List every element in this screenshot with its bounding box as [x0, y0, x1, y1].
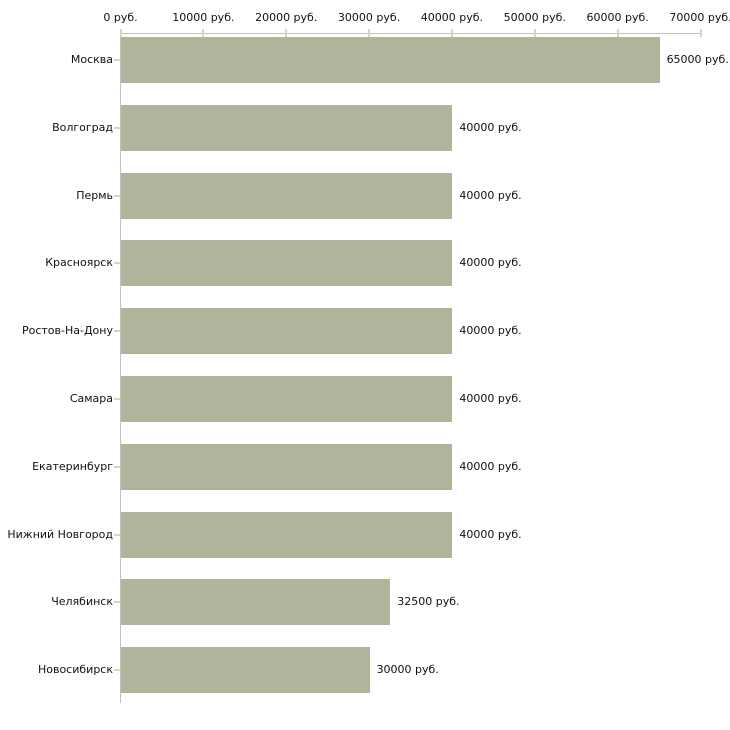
- y-axis-tick: [114, 669, 120, 672]
- x-axis-tick: [202, 29, 205, 37]
- bar-label: Самара: [69, 392, 113, 405]
- bar-value-label: 32500 руб.: [397, 595, 460, 609]
- y-axis-tick: [114, 262, 120, 265]
- x-axis-line: [120, 33, 701, 34]
- x-axis-label: 40000 руб.: [420, 11, 484, 24]
- bar: [121, 647, 370, 694]
- y-axis-tick: [114, 601, 120, 604]
- bar-value-label: 40000 руб.: [459, 392, 522, 405]
- bar-value-label: 40000 руб.: [459, 324, 522, 338]
- bar-value-label: 40000 руб.: [459, 188, 522, 202]
- y-axis-tick: [114, 330, 120, 333]
- x-axis-label: 70000 руб.: [669, 11, 730, 24]
- x-axis-tick: [368, 29, 371, 37]
- bar-label: Пермь: [76, 188, 113, 202]
- x-axis-tick: [450, 29, 453, 37]
- y-axis-tick: [114, 465, 120, 468]
- y-axis-tick: [114, 398, 120, 400]
- x-axis-tick: [533, 29, 536, 37]
- x-axis-label: 60000 руб.: [586, 11, 649, 24]
- y-axis-tick: [114, 126, 120, 129]
- bar-value-label: 40000 руб.: [459, 527, 522, 541]
- bar-value-label: 65000 руб.: [666, 53, 729, 66]
- bar-value-label: 40000 руб.: [459, 459, 522, 473]
- bar: [121, 376, 453, 422]
- x-axis-tick: [285, 29, 288, 37]
- x-axis-label: 50000 руб.: [503, 11, 566, 24]
- bar: [121, 172, 453, 219]
- bar: [121, 104, 453, 151]
- y-axis-tick: [114, 59, 120, 61]
- bar-value-label: 30000 руб.: [376, 663, 439, 677]
- x-axis-tick: [119, 29, 122, 37]
- bar-label: Москва: [70, 53, 113, 66]
- x-axis-label: 30000 руб.: [337, 11, 401, 24]
- bar-label: Новосибирск: [37, 663, 113, 677]
- bar-label: Екатеринбург: [32, 459, 113, 473]
- bar-label: Челябинск: [51, 595, 113, 609]
- bar: [121, 579, 391, 626]
- x-axis-label: 0 руб.: [103, 11, 138, 24]
- bar-value-label: 40000 руб.: [459, 256, 522, 270]
- bar: [121, 511, 453, 558]
- y-axis-tick: [114, 533, 120, 536]
- y-axis-tick: [114, 194, 120, 197]
- y-axis-line: [120, 33, 121, 704]
- x-axis-label: 20000 руб.: [255, 11, 318, 24]
- bar-label: Ростов-На-Дону: [21, 324, 113, 338]
- x-axis-tick: [699, 29, 702, 37]
- x-axis-tick: [616, 29, 619, 37]
- bar-value-label: 40000 руб.: [459, 120, 522, 134]
- bar: [121, 443, 453, 490]
- bar-label: Волгоград: [52, 120, 113, 134]
- bar: [121, 308, 453, 355]
- bar-label: Красноярск: [45, 256, 113, 270]
- bar: [121, 240, 453, 287]
- bar: [121, 37, 660, 83]
- bar-label: Нижний Новгород: [7, 527, 113, 541]
- x-axis-label: 10000 руб.: [172, 11, 235, 24]
